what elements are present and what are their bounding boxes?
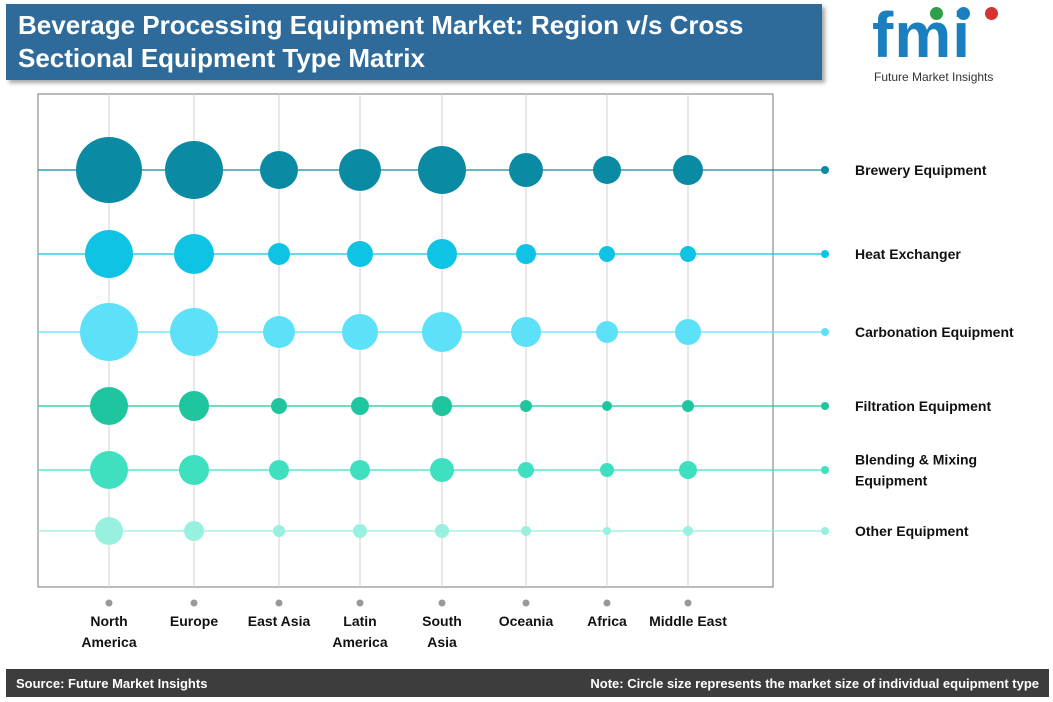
bubble [80,303,138,361]
x-axis-label: North America [81,613,136,650]
x-axis-labels: North America Europe East Asia Latin America S… [81,599,727,650]
series-label: Blending & Mixing Equipment [855,452,977,489]
x-axis-label: Africa [587,613,627,629]
bubble [418,146,466,194]
bubble [593,156,621,184]
bubble [165,141,223,199]
size-note: Note: Circle size represents the market … [590,675,1039,691]
x-axis-label: East Asia [248,613,311,629]
bubble [90,387,128,425]
logo-dot-green-icon [930,7,943,20]
fmi-logo-mark: fmi [872,0,971,71]
series-label: Carbonation Equipment [855,324,1014,340]
bubble [603,527,611,535]
bubble [269,460,289,480]
x-axis-tick [105,599,113,607]
bubble [184,521,204,541]
series-label: Other Equipment [855,523,969,539]
x-axis-tick [603,599,611,607]
bubble [260,151,298,189]
logo-dot-blue-icon [957,7,970,20]
fmi-logo-subtitle: Future Market Insights [874,70,994,84]
fmi-logo: fmi Future Market Insights [872,0,1022,88]
series-end-marker [821,250,829,258]
x-axis-label: South Asia [422,613,462,650]
series-end-marker [821,166,829,174]
series-labels: Brewery Equipment Heat Exchanger Carbonati… [855,162,1014,539]
bubble [347,241,373,267]
bubble [518,462,534,478]
series-label: Heat Exchanger [855,246,961,262]
plot-area-frame [37,93,774,588]
bubble [342,314,378,350]
series-label: Brewery Equipment [855,162,987,178]
bubble [520,400,532,412]
bubble [430,458,454,482]
chart-title-line-1: Beverage Processing Equipment Market: Re… [18,10,744,40]
bubble [422,312,462,352]
bubble [350,460,370,480]
x-axis-label: Oceania [499,613,554,629]
bubble [509,153,543,187]
bubble [85,230,133,278]
x-axis-tick [190,599,198,607]
bubble [680,246,696,262]
bubble [179,455,209,485]
bubble [76,137,142,203]
x-axis-tick [356,599,364,607]
bubble [427,239,457,269]
series-end-marker [821,402,829,410]
bubble [516,244,536,264]
series-label: Filtration Equipment [855,398,991,414]
bubble [683,526,693,536]
bubble [602,401,612,411]
bubble [351,397,369,415]
series-end-marker [821,527,829,535]
x-axis-tick [275,599,283,607]
bubble [675,319,701,345]
chart-title-line-2: Sectional Equipment Type Matrix [18,43,425,73]
bubble [596,321,618,343]
bubble [273,525,285,537]
bubble [600,463,614,477]
bubble [263,316,295,348]
footer-bar: Source: Future Market Insights Note: Cir… [6,669,1049,697]
bubble [90,451,128,489]
x-axis-tick [684,599,692,607]
bubble [179,391,209,421]
x-axis-label: Europe [170,613,218,629]
bubble [271,398,287,414]
series-end-marker [821,328,829,336]
x-axis-tick [438,599,446,607]
bubble [95,517,123,545]
bubble [170,308,218,356]
source-note: Source: Future Market Insights [16,675,208,691]
logo-dot-red-icon [985,7,998,20]
chart-title-banner: Beverage Processing Equipment Market: Re… [6,4,822,80]
bubble [268,243,290,265]
x-axis-tick [522,599,530,607]
series-end-marker [821,466,829,474]
row-guides [38,166,829,535]
bubbles [76,137,703,545]
bubble [339,149,381,191]
x-axis-label: Middle East [649,613,727,629]
bubble [353,524,367,538]
bubble [599,246,615,262]
bubble [511,317,541,347]
bubble [682,400,694,412]
bubble [679,461,697,479]
bubble [673,155,703,185]
bubble [435,524,449,538]
bubble [521,526,531,536]
x-axis-label: Latin America [332,613,387,650]
bubble [432,396,452,416]
bubble [174,234,214,274]
